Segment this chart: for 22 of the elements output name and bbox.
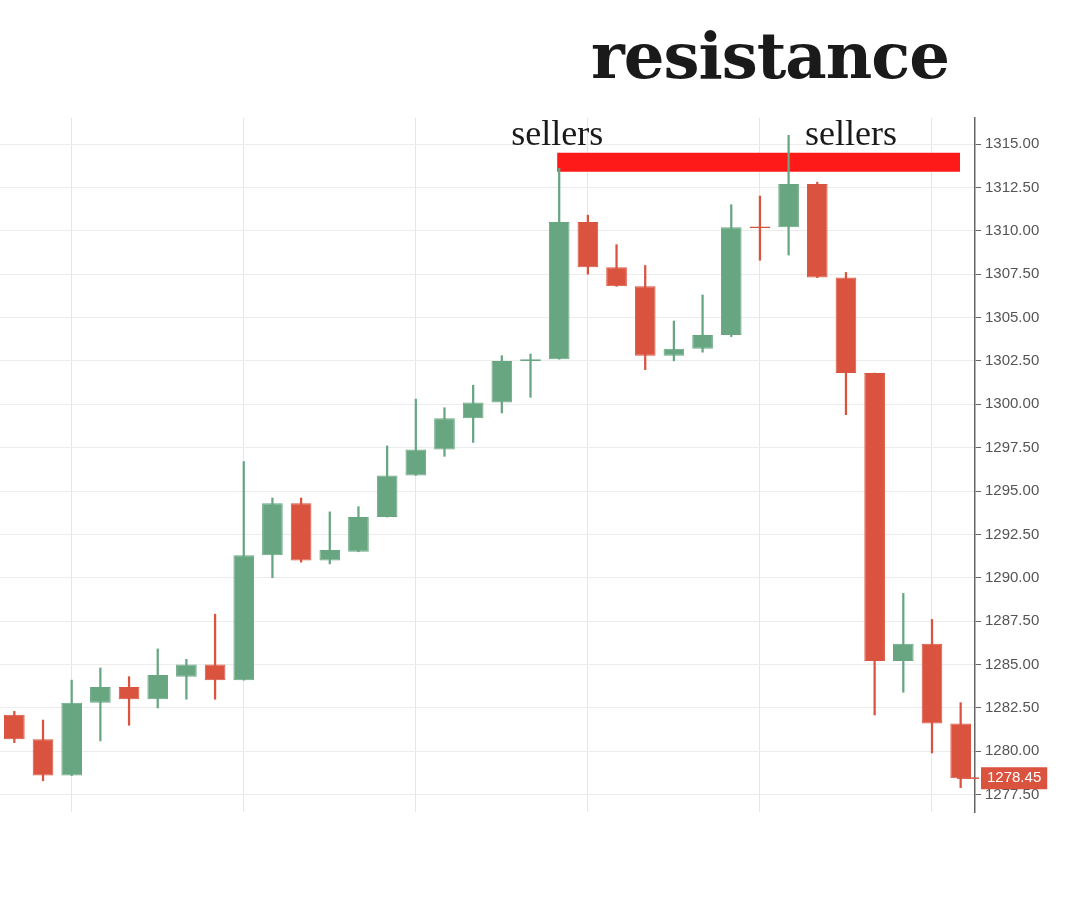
y-tick-label: 1280.00: [985, 741, 1040, 759]
y-tick-label: 1302.50: [985, 351, 1040, 369]
y-tick-label: 1312.50: [985, 177, 1040, 195]
y-tick-label: 1295.00: [985, 481, 1040, 499]
y-tick-label: 1310.00: [985, 220, 1040, 238]
y-tick-label: 1307.50: [985, 264, 1040, 282]
ref-line-label: 1278.45: [987, 768, 1042, 786]
annotation: sellers: [511, 112, 604, 153]
y-tick-label: 1282.50: [985, 698, 1040, 716]
y-tick-label: 1287.50: [985, 611, 1040, 629]
candlestick: [692, 294, 713, 353]
y-tick-label: 1297.50: [985, 437, 1040, 455]
y-tick-label: 1315.00: [985, 134, 1040, 152]
y-tick-label: 1277.50: [985, 784, 1040, 802]
y-tick-label: 1285.00: [985, 654, 1040, 672]
y-tick-label: 1300.00: [985, 394, 1040, 412]
y-tick-label: 1305.00: [985, 307, 1040, 325]
candlestick: [176, 658, 197, 700]
annotation: sellers: [805, 112, 897, 153]
y-tick-label: 1290.00: [985, 567, 1040, 585]
chart-title: resistance: [589, 18, 951, 93]
y-tick-label: 1292.50: [985, 524, 1040, 542]
